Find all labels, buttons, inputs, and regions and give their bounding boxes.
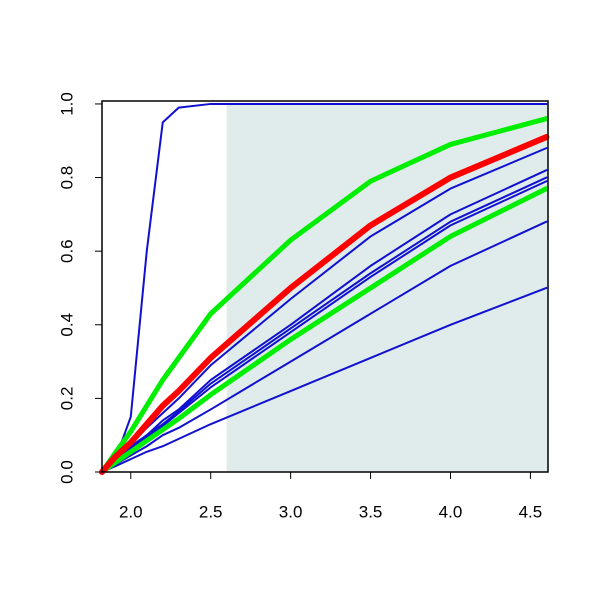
- x-tick-label: 4.5: [519, 502, 543, 521]
- shaded-region: [226, 103, 548, 472]
- series-line: [101, 102, 548, 473]
- series-line: [101, 286, 548, 473]
- y-tick-label: 0.0: [57, 460, 76, 484]
- lines-layer: [99, 102, 550, 475]
- y-tick-label: 0.4: [57, 313, 76, 337]
- x-tick-label: 4.0: [439, 502, 463, 521]
- shade-layer: [226, 103, 548, 472]
- plot-frame: [101, 100, 549, 473]
- series-line: [101, 220, 548, 473]
- series-line: [99, 134, 550, 475]
- x-tick-label: 3.0: [279, 502, 303, 521]
- y-tick-label: 0.8: [57, 166, 76, 190]
- y-tick-label: 0.2: [57, 387, 76, 411]
- y-tick-label: 0.6: [57, 239, 76, 263]
- axes-layer: 2.0 2.5 3.0 3.5 4.0 4.5 0.0 0.2 0.4 0.6 0.8 1.0: [57, 92, 542, 521]
- x-tick-label: 2.5: [199, 502, 223, 521]
- series-line: [99, 116, 549, 475]
- series-line: [99, 186, 549, 475]
- x-tick-label: 2.0: [119, 502, 143, 521]
- y-tick-label: 1.0: [57, 92, 76, 116]
- x-tick-label: 3.5: [359, 502, 383, 521]
